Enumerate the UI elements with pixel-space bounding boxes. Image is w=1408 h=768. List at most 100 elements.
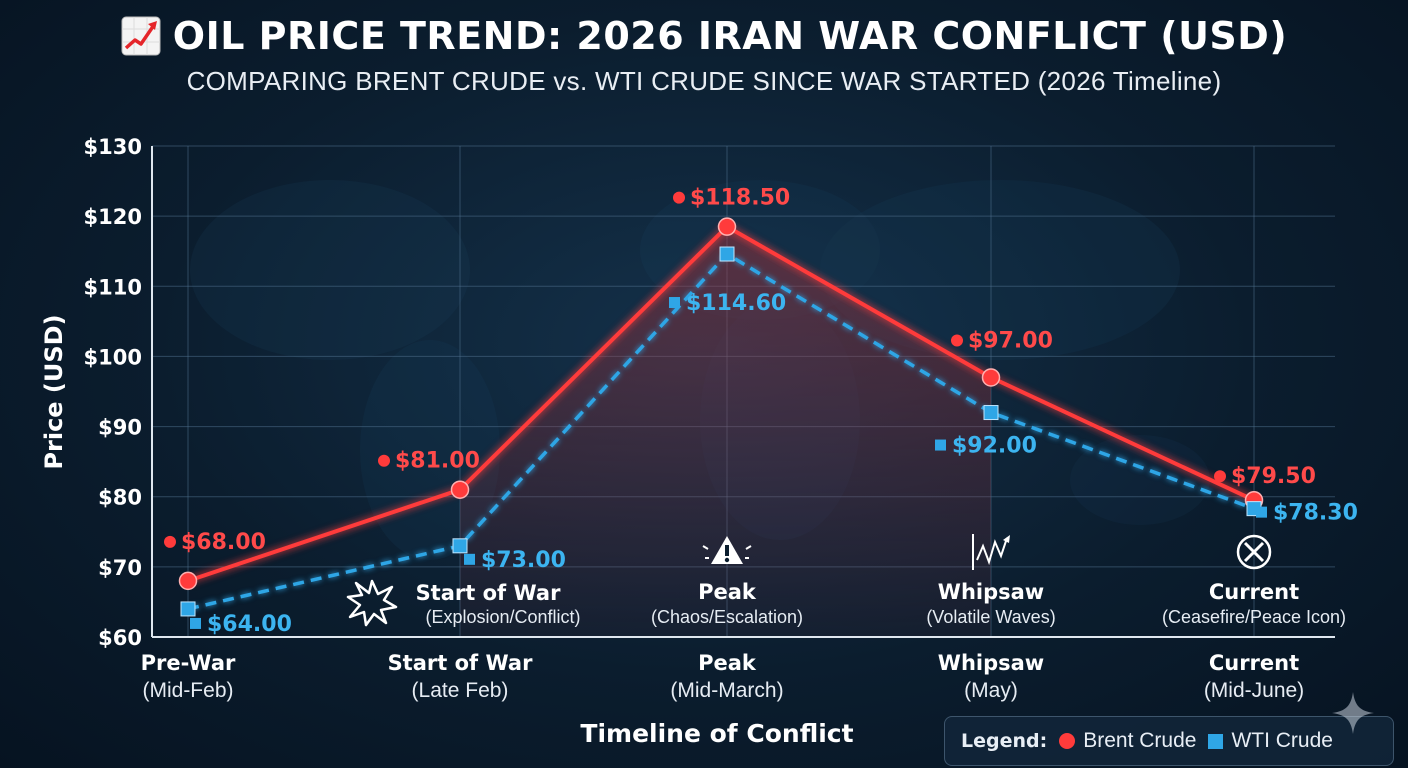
legend-label: Legend: [961, 730, 1048, 752]
x-tick-sub-1: (Late Feb) [412, 679, 509, 702]
annotation-label-0: Start of War [416, 581, 562, 605]
explosion-icon [346, 579, 398, 627]
legend: Legend: Brent Crude WTI Crude [944, 716, 1394, 766]
warning-dot [724, 557, 730, 563]
ceasefire-ring [1236, 534, 1272, 570]
warning-icon [702, 536, 752, 564]
legend-item-wti: WTI Crude [1208, 729, 1333, 753]
annotation-label-2: Whipsaw [938, 580, 1044, 604]
explosion-shape [346, 579, 398, 627]
annotation-1: Peak (Chaos/Escalation) [651, 536, 803, 627]
brent-marker-0 [178, 571, 198, 591]
y-tick-label-0: $60 [98, 626, 142, 650]
wti-data-label-3-bullet [935, 439, 946, 451]
wti-data-label-4-group: $78.30 [1256, 501, 1358, 526]
brent-data-label-4-group: $79.50 [1214, 464, 1316, 489]
x-tick-label-4: Current [1209, 651, 1299, 675]
waves-line [976, 537, 1008, 566]
brent-data-label-2: $118.50 [690, 186, 790, 211]
x-tick-label-0: Pre-War [141, 651, 236, 675]
axes [151, 146, 1335, 638]
warning-ray-right [745, 545, 752, 550]
annotation-sub-1: (Chaos/Escalation) [651, 607, 803, 627]
x-tick-sub-2: (Mid-March) [670, 679, 783, 702]
x-tick-sub-4: (Mid-June) [1204, 679, 1304, 702]
wti-data-label-0-group: $64.00 [190, 612, 292, 637]
x-tick-sub-0: (Mid-Feb) [142, 679, 233, 702]
y-tick-label-2: $80 [98, 486, 142, 510]
annotation-label-3: Current [1209, 580, 1299, 604]
annotation-sub-0: (Explosion/Conflict) [425, 607, 580, 627]
annotation-0: Start of War(Explosion/Conflict) [346, 579, 581, 627]
wti-data-label-3: $92.00 [952, 434, 1037, 459]
wti-marker-1 [452, 538, 468, 554]
x-tick-label-3: Whipsaw [938, 651, 1044, 675]
data-labels: $68.00 $81.00 $118.50 $97.00 $79.50 $64.00 $73… [164, 186, 1358, 637]
chart-subtitle: COMPARING BRENT CRUDE vs. WTI CRUDE SINC… [186, 66, 1222, 96]
sparkle-icon [1332, 692, 1374, 734]
wti-data-label-1-group: $73.00 [464, 548, 566, 573]
wti-data-label-2-group: $114.60 [669, 291, 786, 316]
annotation-sub-3: (Ceasefire/Peace Icon) [1162, 607, 1346, 627]
brent-data-label-3-group: $97.00 [951, 328, 1053, 353]
x-tick-label-2: Peak [698, 651, 757, 675]
brent-data-label-1-bullet [378, 454, 390, 467]
brent-data-label-2-bullet [673, 191, 685, 204]
chart-title: OIL PRICE TREND: 2026 IRAN WAR CONFLICT … [172, 14, 1288, 58]
brent-data-label-1: $81.00 [395, 449, 480, 474]
wti-marker-0 [180, 601, 196, 617]
x-tick-label-1: Start of War [388, 651, 534, 675]
wti-marker-2 [719, 246, 735, 262]
wti-data-label-4: $78.30 [1273, 501, 1358, 526]
chart-title-row: OIL PRICE TREND: 2026 IRAN WAR CONFLICT … [121, 14, 1287, 58]
wti-data-label-3-group: $92.00 [935, 434, 1037, 459]
ceasefire-icon [1236, 534, 1272, 570]
legend-wti-marker [1208, 733, 1224, 749]
wti-data-label-2: $114.60 [686, 291, 786, 316]
ceasefire-sword-b [1243, 541, 1265, 563]
brent-data-label-2-group: $118.50 [673, 186, 790, 211]
annotation-3: Current (Ceasefire/Peace Icon) [1162, 534, 1346, 627]
x-axis-title: Timeline of Conflict [580, 719, 853, 748]
wti-data-label-2-bullet [669, 297, 680, 309]
tick-labels: $60 $70 $80 $90 $100 $110 $120 $130 Pre-War (Mid-… [84, 135, 1305, 702]
brent-data-label-4: $79.50 [1231, 464, 1316, 489]
legend-wti-label: WTI Crude [1231, 729, 1333, 752]
legend-item-brent: Brent Crude [1059, 729, 1196, 753]
brent-data-label-1-group: $81.00 [378, 449, 480, 474]
legend-brent-marker [1059, 733, 1076, 749]
peak-area-polygon [460, 226, 991, 637]
legend-brent-label: Brent Crude [1083, 729, 1197, 752]
y-tick-label-6: $120 [84, 205, 142, 229]
warning-bar [725, 545, 729, 556]
y-axis-title: Price (USD) [40, 314, 68, 469]
brent-marker-3 [981, 368, 1001, 387]
waves-arrow [1003, 535, 1010, 543]
y-tick-label-7: $130 [84, 135, 142, 159]
wti-data-label-0-bullet [190, 617, 201, 629]
event-annotations: Start of War(Explosion/Conflict) Peak (Cha… [346, 534, 1346, 627]
axis-titles: Timeline of Conflict Price (USD) [40, 314, 854, 748]
wti-marker-3 [983, 405, 999, 421]
volatile-waves-icon [972, 534, 1010, 570]
peak-area-fill [460, 226, 991, 637]
series-markers [178, 217, 1264, 617]
brent-marker-1 [450, 480, 470, 499]
x-tick-sub-3: (May) [964, 679, 1018, 702]
y-tick-label-5: $110 [84, 275, 142, 299]
wti-data-label-1-bullet [464, 553, 475, 565]
annotation-2: Whipsaw (Volatile Waves) [926, 534, 1056, 627]
warning-ray-left [702, 545, 709, 550]
wti-data-label-4-bullet [1256, 506, 1267, 518]
annotation-sub-2: (Volatile Waves) [926, 607, 1055, 627]
brent-data-label-0-group: $68.00 [164, 530, 266, 555]
y-tick-label-1: $70 [98, 556, 142, 580]
brent-data-label-4-bullet [1214, 470, 1226, 483]
brent-data-label-0: $68.00 [181, 530, 266, 555]
wti-data-label-1: $73.00 [481, 548, 566, 573]
brent-data-label-0-bullet [164, 535, 176, 548]
y-tick-label-3: $90 [98, 416, 142, 440]
annotation-label-1: Peak [698, 580, 757, 604]
y-tick-label-4: $100 [84, 345, 142, 369]
